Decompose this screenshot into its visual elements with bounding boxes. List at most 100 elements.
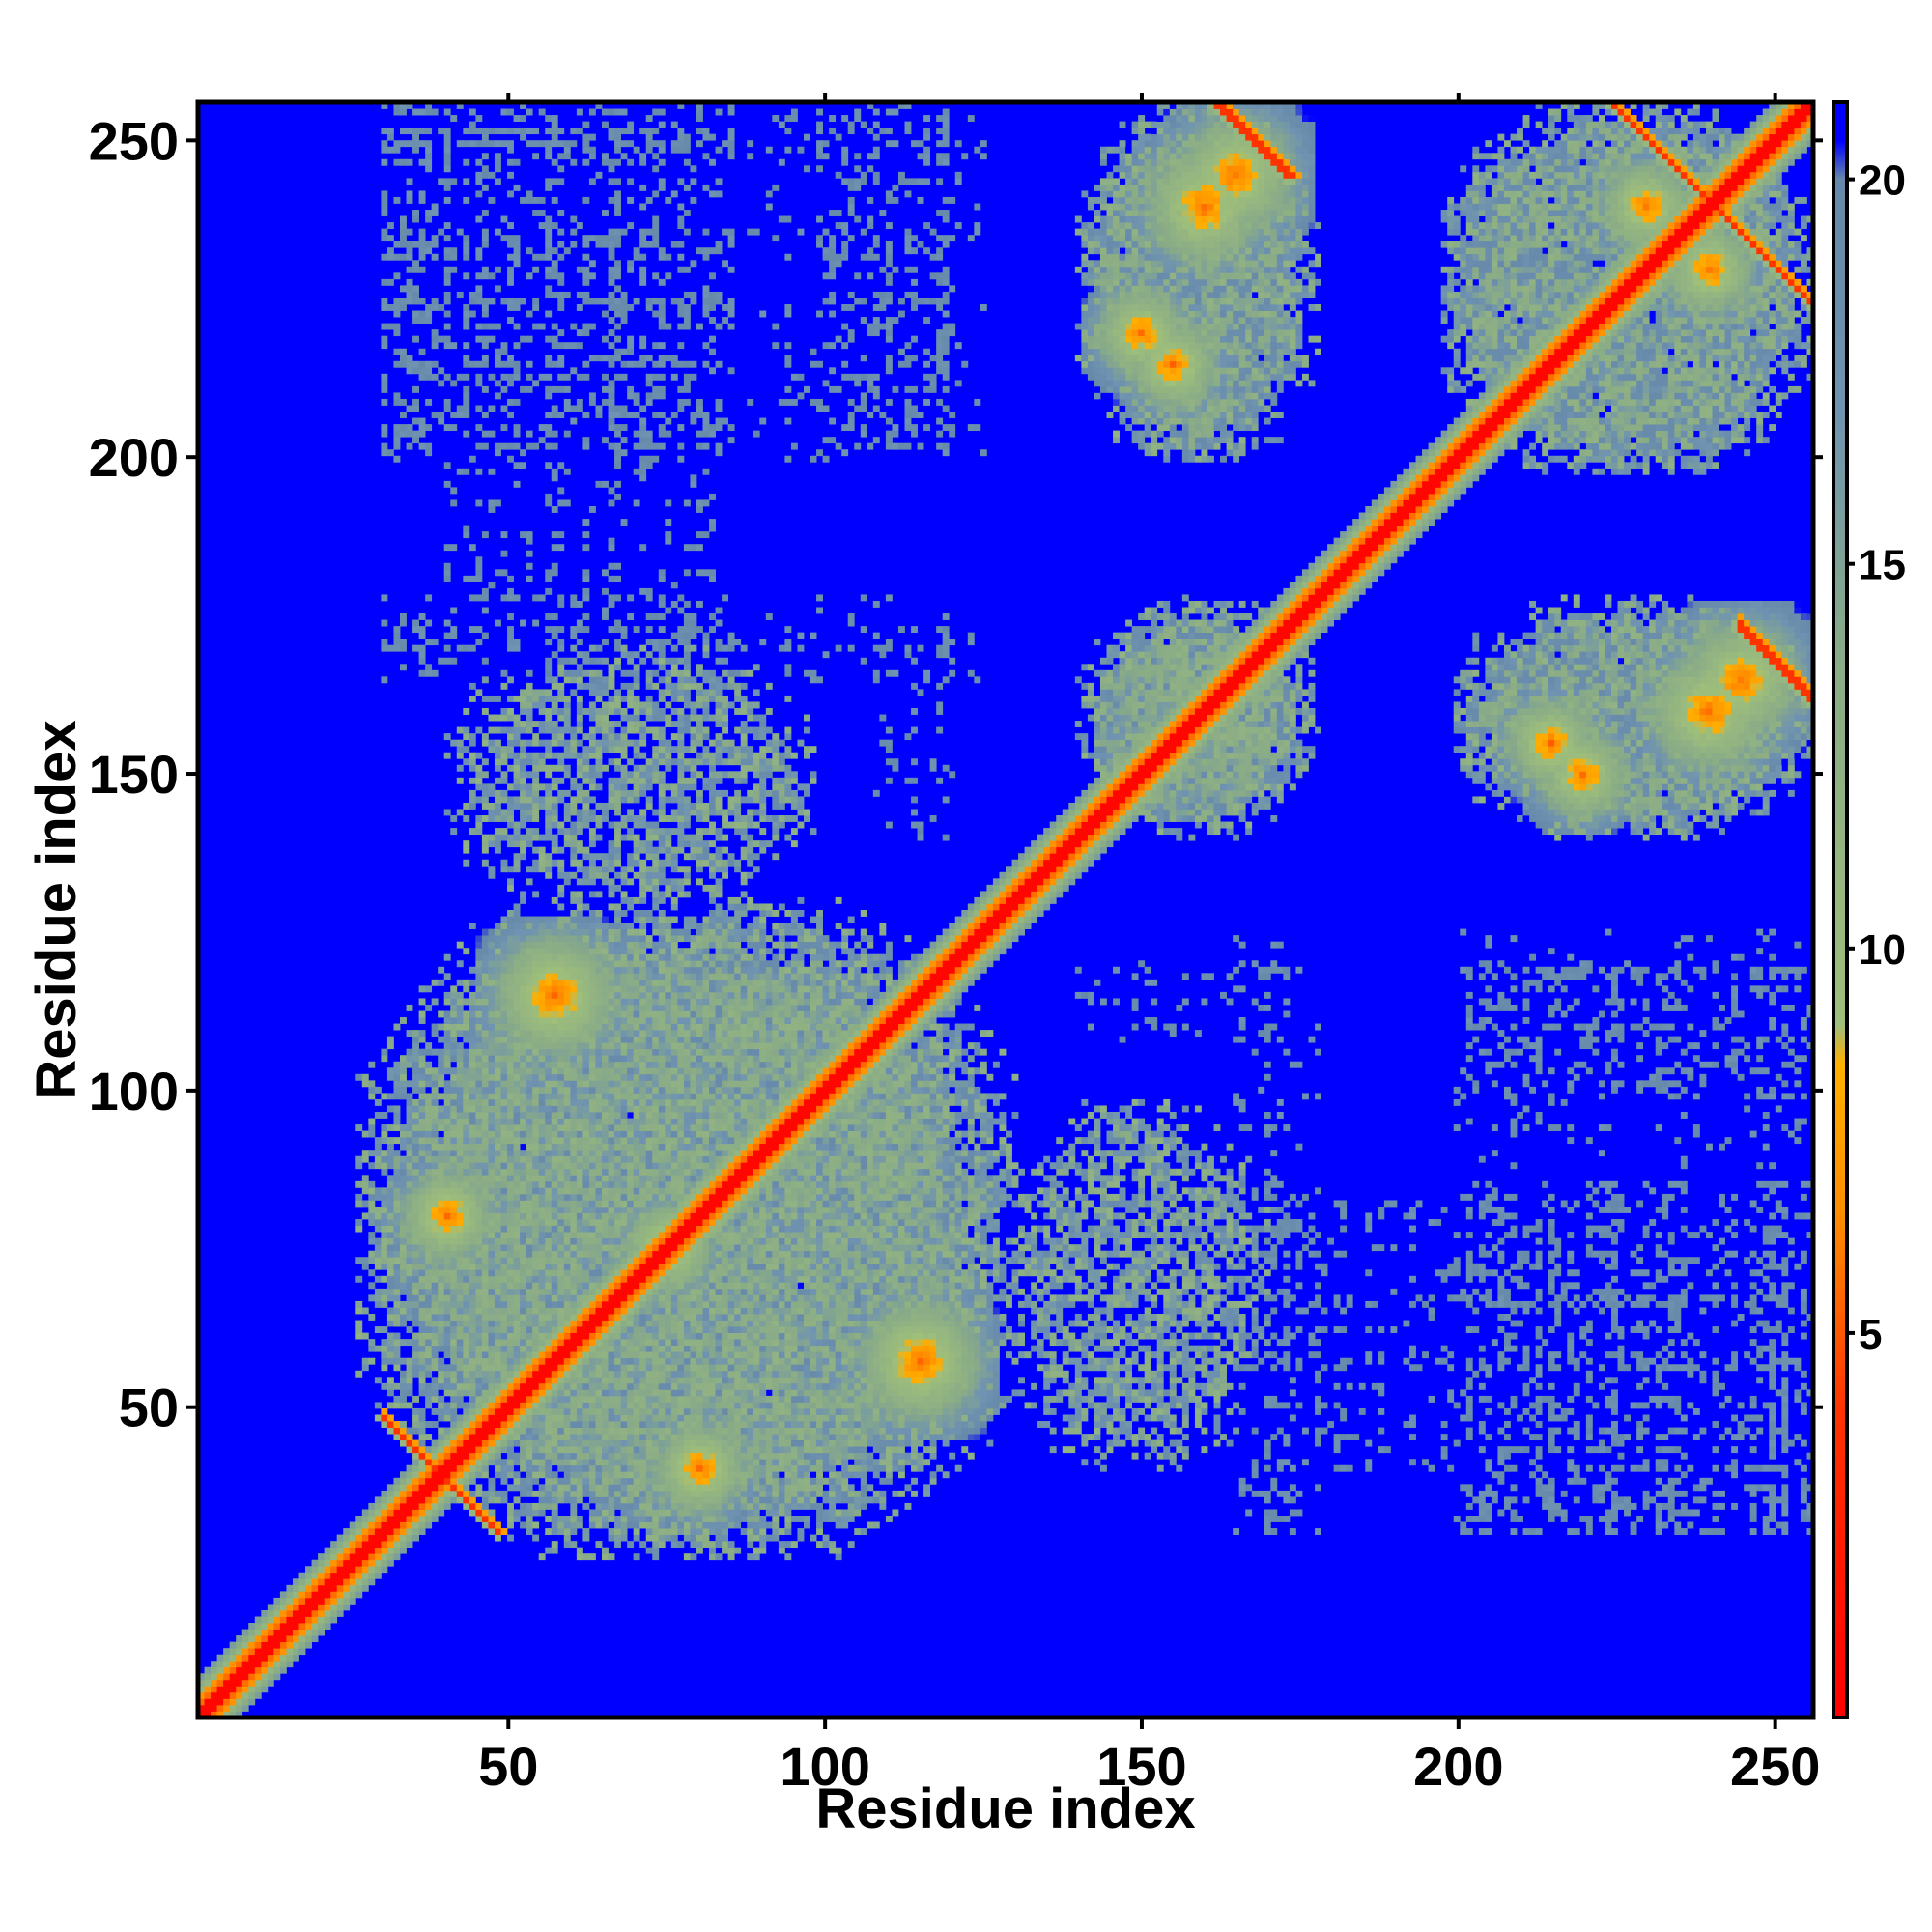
heatmap-cell <box>740 1294 748 1302</box>
heatmap-cell <box>1068 1382 1076 1390</box>
heatmap-cell <box>722 1439 729 1447</box>
heatmap-cell <box>1787 1357 1795 1365</box>
heatmap-cell <box>513 1427 521 1435</box>
heatmap-cell <box>867 1357 874 1365</box>
heatmap-cell <box>683 1553 691 1561</box>
heatmap-cell <box>753 1528 760 1535</box>
heatmap-cell <box>570 1382 578 1390</box>
heatmap-cell <box>690 1528 697 1535</box>
heatmap-cell <box>1238 1332 1246 1340</box>
heatmap-cell <box>1624 1509 1631 1517</box>
heatmap-cell <box>463 1357 470 1365</box>
heatmap-cell <box>923 1389 931 1397</box>
heatmap-cell <box>949 1407 956 1415</box>
heatmap-cell <box>1238 1339 1246 1347</box>
heatmap-cell <box>520 1382 540 1390</box>
heatmap-cell <box>538 1326 546 1333</box>
heatmap-cell <box>620 1496 628 1504</box>
heatmap-cell <box>639 1496 647 1504</box>
heatmap-cell <box>765 1364 773 1372</box>
heatmap-cell <box>772 1439 780 1447</box>
heatmap-cell <box>481 1357 489 1365</box>
heatmap-cell <box>481 1294 489 1302</box>
heatmap-cell <box>563 1439 571 1447</box>
heatmap-cell <box>885 1370 893 1378</box>
heatmap-cell <box>1667 1484 1675 1492</box>
heatmap-cell <box>942 1389 950 1397</box>
heatmap-cell <box>1283 1439 1291 1447</box>
heatmap-cell <box>954 1357 962 1365</box>
heatmap-cell <box>854 1389 862 1397</box>
heatmap-cell <box>418 1452 426 1460</box>
heatmap-cell <box>949 1351 956 1359</box>
heatmap-cell <box>1497 1402 1505 1409</box>
heatmap-cell <box>860 1407 867 1415</box>
heatmap-cell <box>658 1351 666 1359</box>
heatmap-cell <box>431 1300 439 1308</box>
heatmap-cell <box>639 1339 647 1347</box>
heatmap-cell <box>727 1339 735 1347</box>
heatmap-cell <box>949 1294 956 1302</box>
heatmap-cell <box>1208 1382 1214 1390</box>
heatmap-cell <box>374 1288 382 1295</box>
heatmap-cell <box>727 1370 742 1378</box>
heatmap-cell <box>1617 1326 1625 1333</box>
heatmap-cell <box>614 1471 621 1479</box>
heatmap-cell <box>1781 1439 1795 1447</box>
heatmap-cell <box>683 1452 691 1460</box>
heatmap-cell <box>835 1516 842 1522</box>
heatmap-cell <box>488 1288 496 1295</box>
heatmap-cell <box>595 1294 603 1302</box>
heatmap-cell <box>406 1326 413 1333</box>
heatmap-cell <box>1068 1395 1076 1403</box>
heatmap-cell <box>456 1389 464 1397</box>
heatmap-cell <box>633 1471 640 1479</box>
heatmap-cell <box>778 1427 785 1435</box>
heatmap-cell <box>393 1547 401 1554</box>
heatmap-cell <box>248 1698 256 1706</box>
heatmap-cell <box>1283 1402 1291 1409</box>
heatmap-cell <box>633 1339 640 1347</box>
heatmap-cell <box>885 1421 893 1428</box>
heatmap-cell <box>961 1427 969 1435</box>
heatmap-cell <box>1769 1345 1776 1352</box>
heatmap-cell <box>961 1382 969 1390</box>
heatmap-cell <box>488 1446 496 1454</box>
heatmap-cell <box>507 1307 514 1315</box>
heatmap-cell <box>822 1382 830 1390</box>
heatmap-cell <box>759 1300 773 1308</box>
heatmap-cell <box>872 1459 880 1466</box>
heatmap-cell <box>835 1439 842 1447</box>
heatmap-cell <box>986 1294 994 1302</box>
heatmap-cell <box>1226 1300 1234 1308</box>
heatmap-cell <box>1031 1300 1038 1308</box>
heatmap-cell <box>1680 1509 1688 1517</box>
heatmap-cell <box>588 1377 596 1384</box>
heatmap-cell <box>463 1345 470 1352</box>
heatmap-cell <box>242 1635 249 1643</box>
heatmap-cell <box>759 1471 767 1479</box>
heatmap-cell <box>645 1490 653 1497</box>
heatmap-cell <box>614 1357 621 1365</box>
heatmap-cell <box>393 1402 401 1409</box>
heatmap-cell <box>1169 1389 1177 1397</box>
heatmap-cell <box>892 1452 899 1460</box>
heatmap-cell <box>734 1300 742 1308</box>
heatmap-cell <box>526 1528 533 1535</box>
heatmap-cell <box>279 1623 299 1630</box>
heatmap-cell <box>702 1357 710 1365</box>
heatmap-cell <box>418 1320 426 1327</box>
heatmap-cell <box>418 1459 426 1466</box>
heatmap-cell <box>400 1377 407 1384</box>
heatmap-cell <box>765 1471 773 1479</box>
heatmap-cell <box>1087 1314 1094 1321</box>
heatmap-cell <box>1333 1464 1341 1472</box>
heatmap-cell <box>1333 1434 1341 1441</box>
heatmap-cell <box>418 1477 426 1485</box>
heatmap-cell <box>872 1414 880 1422</box>
heatmap-cell <box>551 1439 558 1447</box>
heatmap-cell <box>652 1288 660 1295</box>
heatmap-cell <box>438 1407 445 1415</box>
heatmap-cell <box>412 1395 419 1403</box>
heatmap-cell <box>1800 1370 1807 1378</box>
